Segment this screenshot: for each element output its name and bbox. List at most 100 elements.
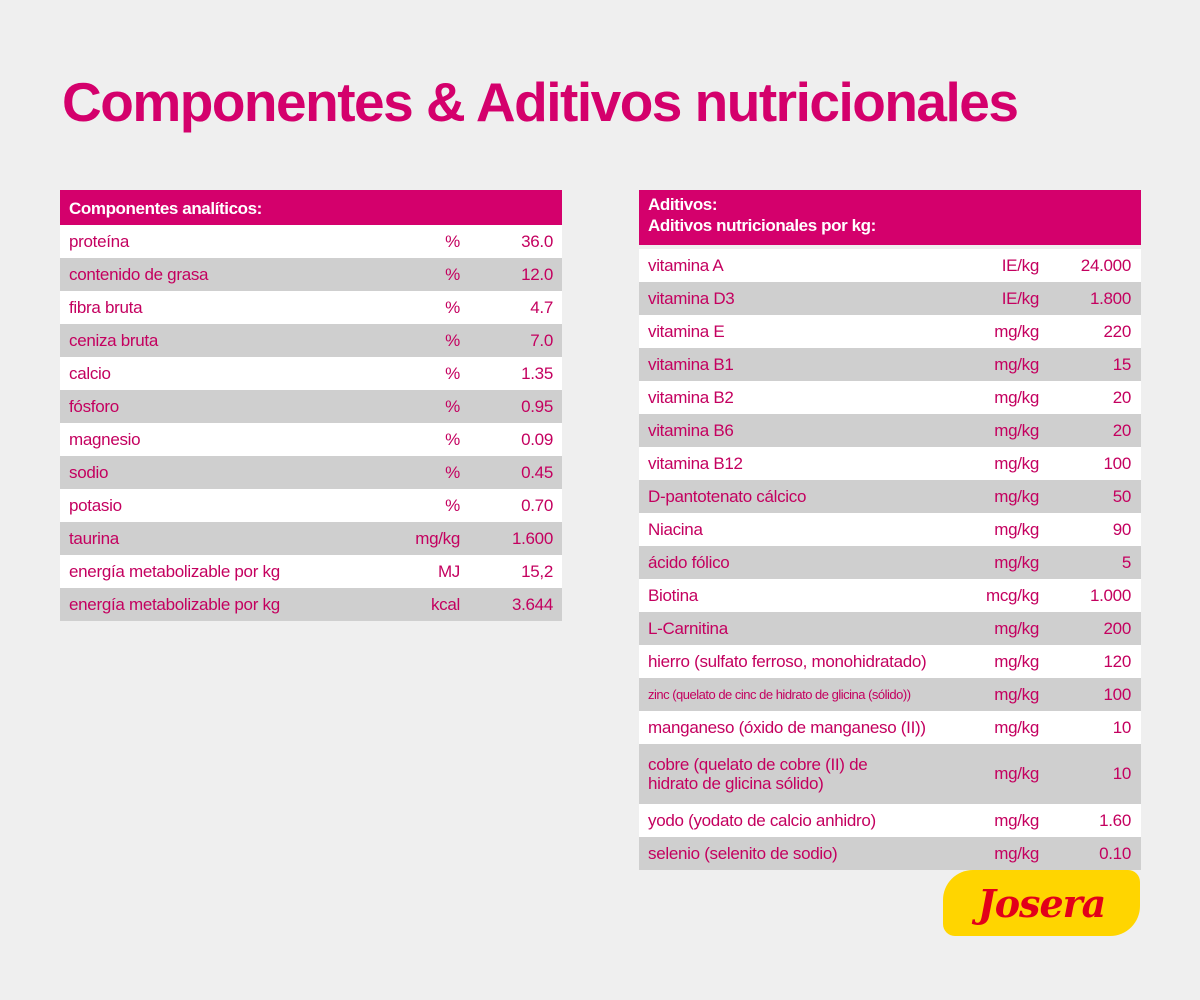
item-name: Biotina <box>648 586 698 605</box>
item-value: 15 <box>1112 354 1132 374</box>
item-value: 90 <box>1112 519 1132 539</box>
item-unit: mg/kg <box>415 528 460 548</box>
item-name: proteína <box>69 232 129 251</box>
item-unit: mg/kg <box>994 717 1039 737</box>
item-unit: mg/kg <box>994 810 1039 830</box>
table-row: proteína% 36.0 <box>60 225 562 258</box>
table-row: calcio% 1.35 <box>60 357 562 390</box>
item-value: 100 <box>1103 453 1132 473</box>
item-value: 120 <box>1103 651 1132 671</box>
table-subheading: Aditivos nutricionales por kg: <box>648 216 876 235</box>
item-name: cobre (quelato de cobre (II) de hidrato … <box>648 755 868 793</box>
table-row: contenido de grasa% 12.0 <box>60 258 562 291</box>
item-unit: mcg/kg <box>986 585 1039 605</box>
item-name: yodo (yodato de calcio anhidro) <box>648 811 876 830</box>
item-name: D-pantotenato cálcico <box>648 487 807 506</box>
item-value: 20 <box>1112 387 1132 407</box>
item-name: ceniza bruta <box>69 331 159 350</box>
item-unit: % <box>445 495 460 515</box>
item-unit: % <box>445 231 460 251</box>
table-row: magnesio% 0.09 <box>60 423 562 456</box>
item-name: fibra bruta <box>69 298 143 317</box>
item-name: ácido fólico <box>648 553 730 572</box>
item-name: vitamina B2 <box>648 388 734 407</box>
table-row: D-pantotenato cálcico mg/kg 50 <box>639 480 1141 513</box>
table-row: ceniza bruta% 7.0 <box>60 324 562 357</box>
table-row: Niacina mg/kg 90 <box>639 513 1141 546</box>
item-name: vitamina A <box>648 256 724 275</box>
item-unit: IE/kg <box>1001 288 1040 308</box>
table-row: fibra bruta% 4.7 <box>60 291 562 324</box>
item-unit: % <box>445 429 460 449</box>
item-name: vitamina B1 <box>648 355 734 374</box>
analytic-table: Componentes analíticos: proteína% 36.0 con… <box>60 190 562 621</box>
logo-text: Josera <box>977 880 1107 926</box>
item-unit: % <box>445 462 460 482</box>
item-name: calcio <box>69 364 111 383</box>
table-row: Biotina mcg/kg 1.000 <box>639 579 1141 612</box>
item-name: sodio <box>69 463 109 482</box>
item-unit: mg/kg <box>994 764 1039 783</box>
item-unit: % <box>445 264 460 284</box>
item-name: selenio (selenito de sodio) <box>648 844 838 863</box>
item-value: 20 <box>1112 420 1132 440</box>
item-value: 3.644 <box>511 594 553 614</box>
item-name: fósforo <box>69 397 119 416</box>
item-unit: kcal <box>430 594 460 614</box>
table-row: vitamina B1 mg/kg 15 <box>639 348 1141 381</box>
item-unit: mg/kg <box>994 354 1039 374</box>
table-body: vitamina A IE/kg 24.000 vitamina D3 IE/kg 1.8… <box>639 249 1141 870</box>
item-value: 1.000 <box>1089 585 1131 605</box>
table-row: L-Carnitina mg/kg 200 <box>639 612 1141 645</box>
item-unit: % <box>445 330 460 350</box>
item-value: 24.000 <box>1080 255 1132 275</box>
table-row: vitamina E mg/kg 220 <box>639 315 1141 348</box>
item-name: zinc (quelato de cinc de hidrato de glic… <box>648 687 911 702</box>
table-row: taurina mg/kg 1.600 <box>60 522 562 555</box>
item-unit: % <box>445 363 460 383</box>
table-row: vitamina A IE/kg 24.000 <box>639 249 1141 282</box>
table-row: fósforo% 0.95 <box>60 390 562 423</box>
item-value: 10 <box>1112 717 1132 737</box>
item-name: contenido de grasa <box>69 265 209 284</box>
table-row: vitamina B2 mg/kg 20 <box>639 381 1141 414</box>
item-value: 200 <box>1103 618 1132 638</box>
table-row: energía metabolizable por kg kcal 3.644 <box>60 588 562 621</box>
item-name: magnesio <box>69 430 141 449</box>
brand-logo: Josera <box>943 870 1140 936</box>
item-name: taurina <box>69 529 119 548</box>
table-body: proteína% 36.0 contenido de grasa% 12.0 fibr… <box>60 225 562 621</box>
table-row: zinc (quelato de cinc de hidrato de glic… <box>639 678 1141 711</box>
item-value: 0.70 <box>521 495 553 515</box>
item-value: 10 <box>1112 764 1132 783</box>
item-value: 12.0 <box>521 264 553 284</box>
table-row: hierro (sulfato ferroso, monohidratado) m… <box>639 645 1141 678</box>
item-unit: mg/kg <box>994 420 1039 440</box>
item-value: 0.09 <box>521 429 553 449</box>
item-value: 15,2 <box>521 561 553 581</box>
item-unit: IE/kg <box>1001 255 1040 275</box>
item-unit: % <box>445 297 460 317</box>
item-name: hierro (sulfato ferroso, monohidratado) <box>648 652 927 671</box>
item-unit: mg/kg <box>994 519 1039 539</box>
item-unit: mg/kg <box>994 618 1039 638</box>
table-heading-block: Aditivos: Aditivos nutricionales por kg: <box>639 190 1141 245</box>
item-value: 1.35 <box>521 363 553 383</box>
item-value: 220 <box>1103 321 1132 341</box>
item-value: 0.10 <box>1099 843 1131 863</box>
item-unit: mg/kg <box>994 321 1039 341</box>
table-heading: Componentes analíticos: <box>60 190 562 225</box>
item-unit: mg/kg <box>994 387 1039 407</box>
item-unit: mg/kg <box>994 651 1039 671</box>
table-row: energía metabolizable por kg MJ 15,2 <box>60 555 562 588</box>
item-value: 0.45 <box>521 462 553 482</box>
item-unit: mg/kg <box>994 552 1039 572</box>
item-value: 50 <box>1112 486 1132 506</box>
item-value: 5 <box>1121 552 1131 572</box>
item-unit: mg/kg <box>994 843 1039 863</box>
item-name: vitamina E <box>648 322 725 341</box>
item-unit: % <box>445 396 460 416</box>
item-value: 36.0 <box>521 231 553 251</box>
